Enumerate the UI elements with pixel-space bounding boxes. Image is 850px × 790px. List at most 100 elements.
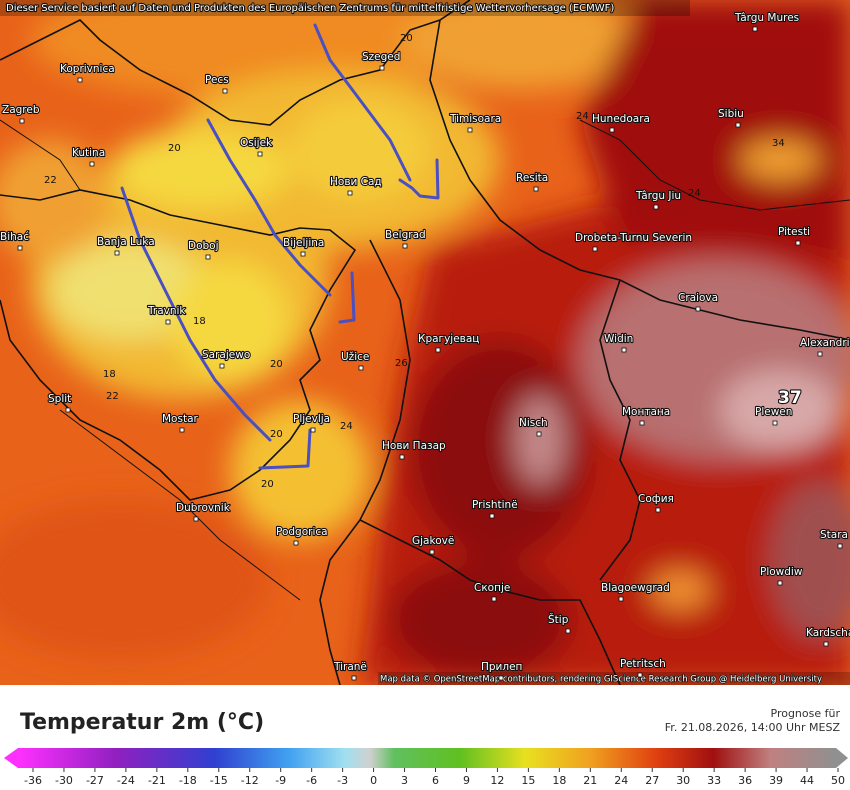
city-label: Крагујевац	[418, 333, 479, 345]
city-marker	[795, 240, 801, 246]
contour-label: 20	[270, 359, 283, 370]
city-marker	[533, 186, 539, 192]
colorbar-ramp	[18, 748, 836, 768]
colorbar-label: -27	[86, 774, 104, 787]
city-label: Podgorica	[276, 526, 328, 538]
city-label: Szeged	[362, 51, 400, 63]
city-marker	[777, 580, 783, 586]
city-label: Прилеп	[481, 661, 522, 673]
colorbar-label: 0	[370, 774, 377, 787]
city-marker	[491, 596, 497, 602]
colorbar-label: 21	[583, 774, 597, 787]
colorbar-label: 36	[738, 774, 752, 787]
city-marker	[65, 407, 71, 413]
borders	[0, 0, 850, 685]
city-marker	[114, 250, 120, 256]
contour-label: 26	[395, 358, 408, 369]
city-marker	[752, 26, 758, 32]
contour-label: 20	[400, 33, 413, 44]
city-label: Plowdiw	[760, 566, 803, 578]
city-label: Craiova	[678, 292, 718, 304]
city-label: Resita	[516, 172, 548, 184]
city-marker	[300, 251, 306, 257]
contour-label: 34	[772, 138, 785, 149]
city-marker	[293, 540, 299, 546]
colorbar-label: 9	[463, 774, 470, 787]
contour-label: 22	[106, 391, 119, 402]
colorbar-label: 6	[432, 774, 439, 787]
city-label: Stara Zagora	[820, 529, 850, 541]
contour-label: 37	[778, 388, 802, 408]
city-marker	[639, 420, 645, 426]
city-label: Sarajewo	[202, 349, 250, 361]
city-label: Монтана	[622, 406, 670, 418]
city-label: Alexandria	[800, 337, 850, 349]
legend-title: Temperatur 2m (°C)	[20, 710, 265, 735]
city-marker	[565, 628, 571, 634]
city-marker	[310, 427, 316, 433]
city-marker	[772, 420, 778, 426]
city-marker	[205, 254, 211, 260]
colorbar-label: -36	[24, 774, 42, 787]
colorbar-label: 3	[401, 774, 408, 787]
contour-label: 24	[576, 111, 589, 122]
city-marker	[219, 363, 225, 369]
city-marker	[193, 516, 199, 522]
city-marker	[735, 122, 741, 128]
city-label: Užice	[341, 351, 369, 363]
colorbar-label: 12	[490, 774, 504, 787]
city-label: Drobeta-Turnu Severin	[575, 232, 692, 244]
city-label: Osijek	[240, 137, 273, 149]
city-label: Belgrad	[385, 229, 426, 241]
city-label: Travnik	[147, 305, 186, 317]
city-marker	[837, 543, 843, 549]
forecast-label: Prognose für	[770, 707, 841, 720]
city-label: Нови Пазар	[382, 440, 446, 452]
colorbar-label: 24	[614, 774, 628, 787]
city-marker	[655, 507, 661, 513]
city-marker	[695, 306, 701, 312]
city-label: Pitesti	[778, 226, 810, 238]
city-label: Zagreb	[2, 104, 40, 116]
city-marker	[17, 245, 23, 251]
city-label: София	[638, 493, 674, 505]
forecast-time: Fr. 21.08.2026, 14:00 Uhr MESZ	[664, 721, 840, 734]
city-marker	[77, 77, 83, 83]
city-label: Doboj	[188, 240, 219, 252]
colorbar-label: -9	[275, 774, 286, 787]
city-marker	[257, 151, 263, 157]
colorbar-label: 33	[707, 774, 721, 787]
contour-label: 20	[261, 479, 274, 490]
city-marker	[637, 672, 643, 678]
colorbar-min-arrow	[4, 748, 18, 768]
colorbar-label: 39	[769, 774, 783, 787]
colorbar-label: 50	[831, 774, 845, 787]
city-label: Târgu Mures	[734, 12, 799, 24]
city-marker	[536, 431, 542, 437]
header-note: Dieser Service basiert auf Daten und Pro…	[6, 3, 614, 14]
city-marker	[165, 319, 171, 325]
city-marker	[347, 190, 353, 196]
city-label: Kutina	[72, 147, 105, 159]
colorbar: -36 -30 -27 -24 -21 -18 -15 -12 -9 -6 -3 0 3 6 9 12 15 18…	[4, 748, 848, 787]
city-marker	[621, 347, 627, 353]
city-marker	[89, 161, 95, 167]
city-marker	[19, 118, 25, 124]
header-band	[0, 0, 690, 16]
colorbar-label: -21	[148, 774, 166, 787]
city-label: Bijeljina	[283, 237, 324, 249]
city-label: Bihać	[0, 231, 29, 243]
city-marker	[351, 675, 357, 681]
city-label: Dubrovnik	[176, 502, 231, 514]
city-label: Prishtinë	[472, 499, 518, 511]
city-label: Timisoara	[449, 113, 501, 125]
city-label: Kardscha	[806, 627, 850, 639]
map: Dieser Service basiert auf Daten und Pro…	[0, 0, 850, 685]
city-marker	[823, 641, 829, 647]
city-marker	[399, 454, 405, 460]
city-label: Скопје	[474, 582, 510, 594]
city-label: Banja Luka	[97, 236, 155, 248]
contour-label: 18	[193, 316, 206, 327]
contour-label: 22	[44, 175, 57, 186]
